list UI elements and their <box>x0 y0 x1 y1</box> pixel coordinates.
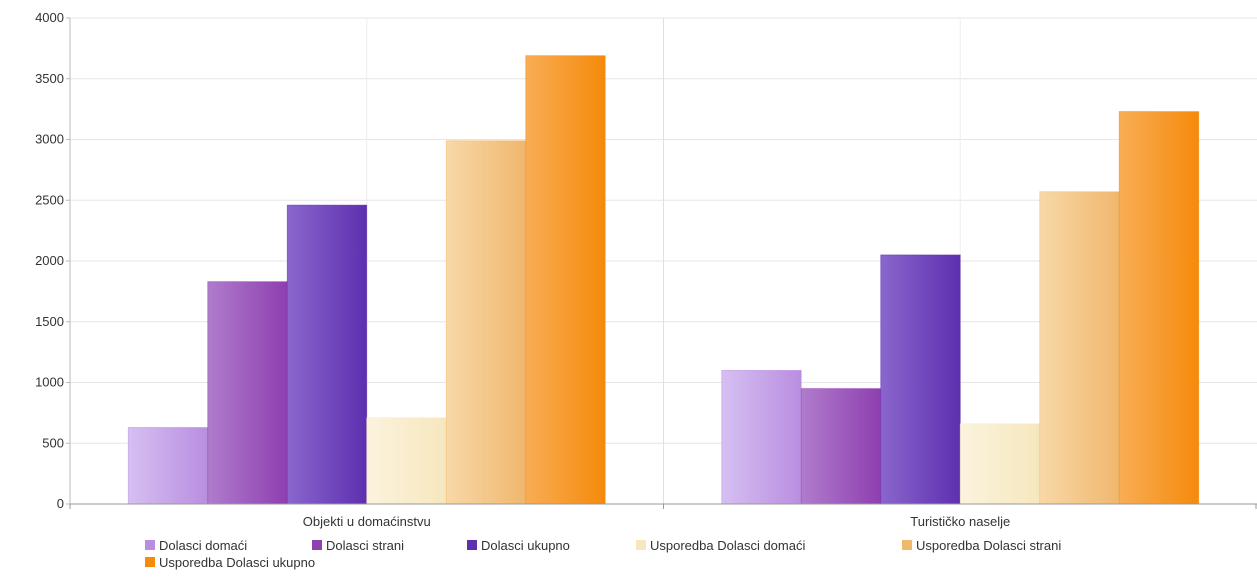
legend-label: Usporedba Dolasci domaći <box>650 538 805 553</box>
legend-item: Usporedba Dolasci strani <box>902 538 1061 553</box>
legend-label: Usporedba Dolasci strani <box>916 538 1061 553</box>
legend-swatch <box>636 540 646 550</box>
bar <box>286 204 368 505</box>
legend-item: Dolasci ukupno <box>467 538 570 553</box>
bar <box>525 55 606 505</box>
bar <box>1118 111 1200 505</box>
bar <box>127 427 209 505</box>
y-tick-label: 2000 <box>35 253 64 268</box>
bar <box>1039 191 1120 505</box>
legend-swatch <box>145 540 155 550</box>
x-tick-label: Turističko naselje <box>910 514 1010 529</box>
legend: Dolasci domaći Dolasci strani Dolasci ukup… <box>145 538 1061 570</box>
legend-item: Dolasci domaći <box>145 538 247 553</box>
bar <box>721 369 802 505</box>
legend-label: Dolasci domaći <box>159 538 247 553</box>
y-tick-label: 1000 <box>35 375 64 390</box>
legend-swatch <box>902 540 912 550</box>
legend-label: Dolasci strani <box>326 538 404 553</box>
x-tick-label: Objekti u domaćinstvu <box>303 514 431 529</box>
legend-label: Dolasci ukupno <box>481 538 570 553</box>
legend-swatch <box>145 557 155 567</box>
y-tick-label: 0 <box>57 496 64 511</box>
legend-item: Usporedba Dolasci domaći <box>636 538 805 553</box>
y-tick-label: 4000 <box>35 10 64 25</box>
bar <box>959 423 1041 505</box>
y-tick-label: 3500 <box>35 71 64 86</box>
bar <box>880 254 961 505</box>
y-tick-label: 500 <box>42 435 64 450</box>
axes: 0 500 1000 1500 2000 2500 3000 3500 4000 Objekti … <box>35 10 1257 529</box>
bar <box>207 281 288 505</box>
legend-label: Usporedba Dolasci ukupno <box>159 555 315 570</box>
bar <box>800 388 882 505</box>
bar <box>366 417 447 505</box>
y-tick-label: 3000 <box>35 132 64 147</box>
legend-swatch <box>312 540 322 550</box>
y-tick-label: 2500 <box>35 192 64 207</box>
bar <box>445 140 527 505</box>
bars <box>127 55 1200 505</box>
y-tick-label: 1500 <box>35 314 64 329</box>
legend-swatch <box>467 540 477 550</box>
legend-item: Dolasci strani <box>312 538 404 553</box>
legend-item: Usporedba Dolasci ukupno <box>145 555 315 570</box>
